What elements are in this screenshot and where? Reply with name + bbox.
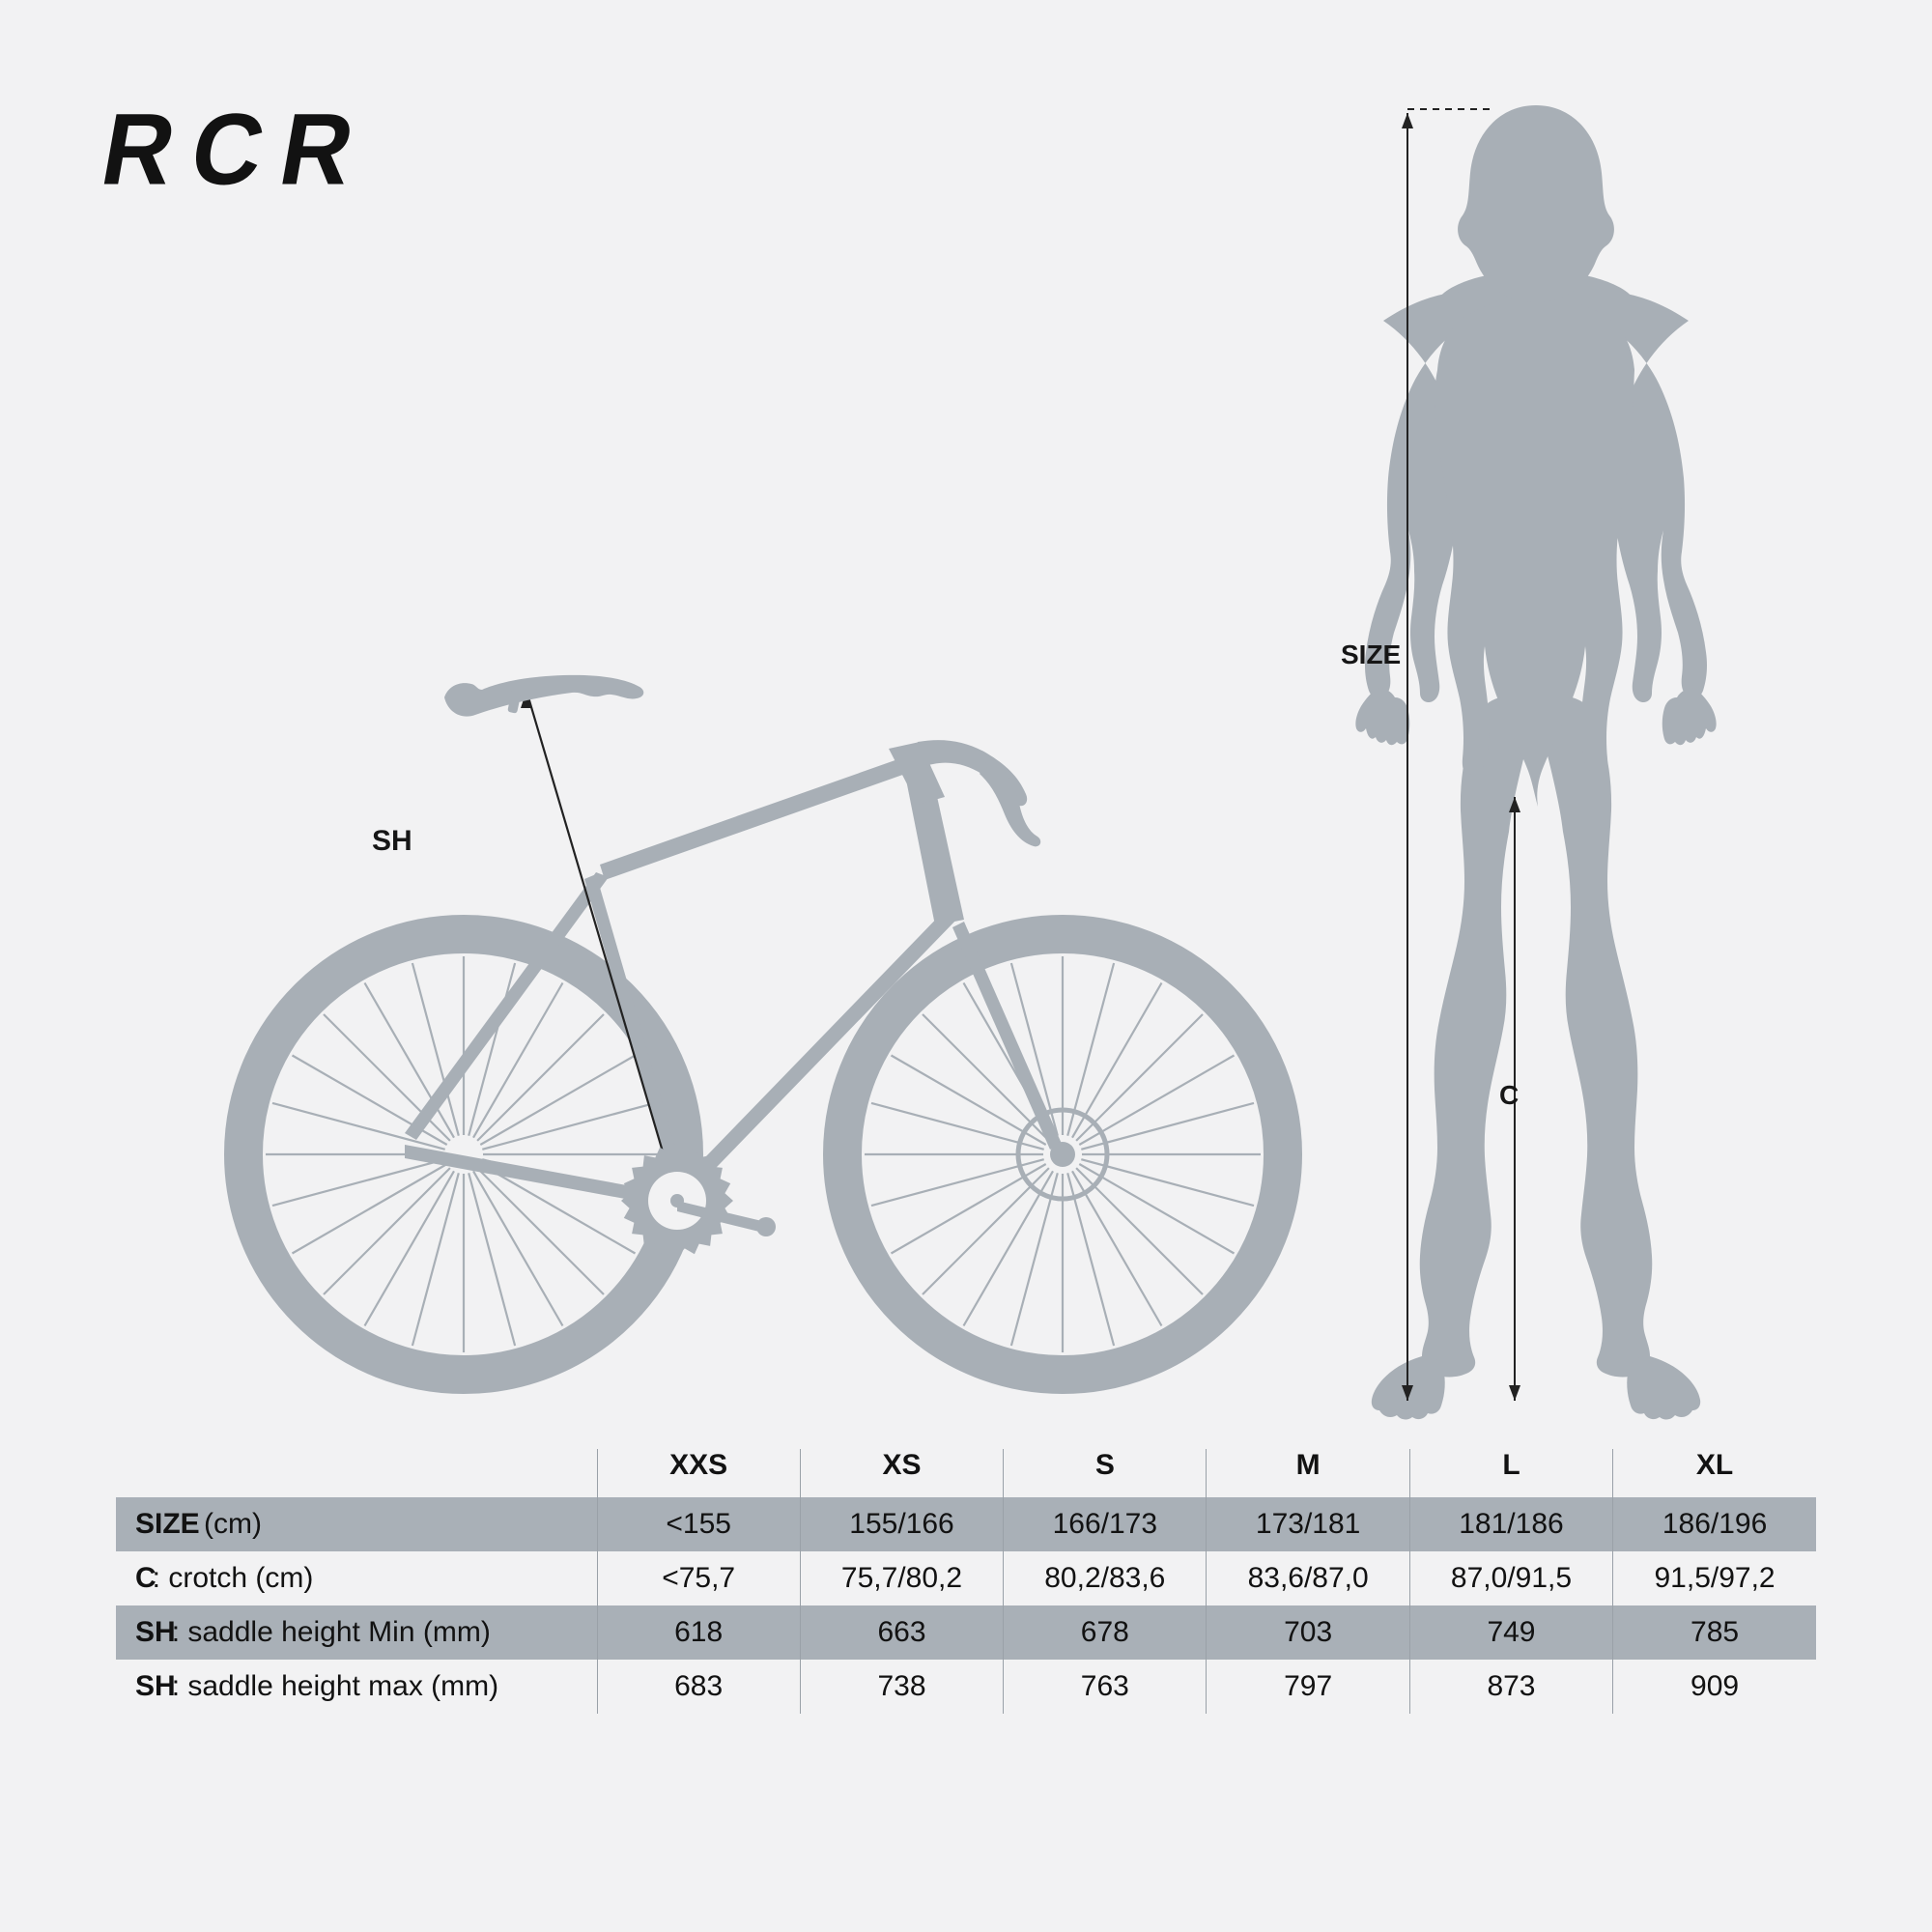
svg-text:SIZE: SIZE xyxy=(1341,639,1401,669)
svg-text:C: C xyxy=(1499,1080,1519,1110)
svg-text:SH: SH xyxy=(372,825,412,857)
